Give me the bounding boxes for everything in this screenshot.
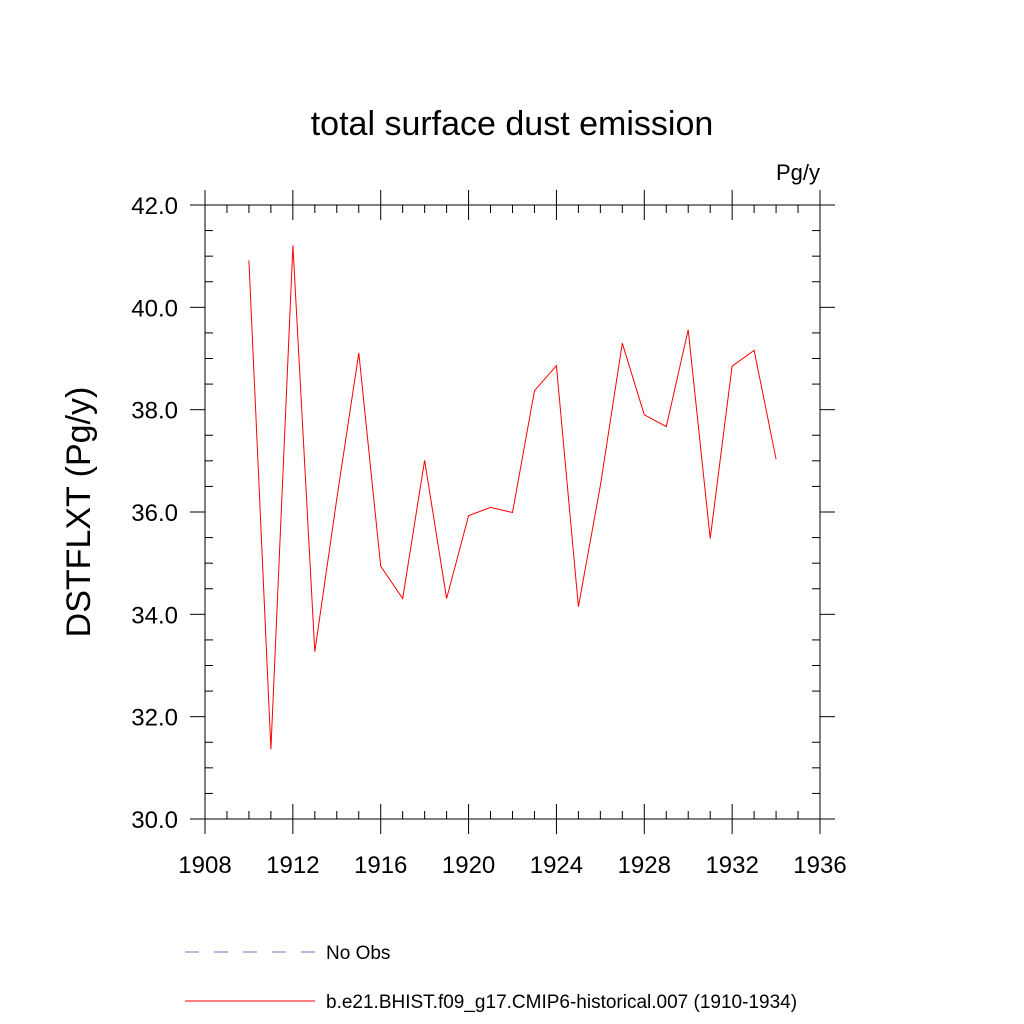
y-tick-label: 32.0: [131, 705, 178, 732]
y-tick-label: 42.0: [131, 193, 178, 220]
legend-label: No Obs: [326, 943, 390, 964]
y-tick-label: 34.0: [131, 602, 178, 629]
x-tick-label: 1936: [793, 852, 846, 879]
chart-title: total surface dust emission: [311, 105, 714, 143]
legend: No Obs b.e21.BHIST.f09_g17.CMIP6-historic…: [185, 943, 797, 1013]
tick-labels: 1908 1912 1916 1920 1924 1928 1932 1936 30.0 32.0…: [131, 193, 846, 879]
x-tick-label: 1908: [178, 852, 231, 879]
x-tick-label: 1916: [354, 852, 407, 879]
series-line: [248, 245, 777, 750]
y-axis-label: DSTFLXT (Pg/y): [60, 387, 98, 638]
y-tick-label: 40.0: [131, 295, 178, 322]
x-tick-label: 1912: [266, 852, 319, 879]
x-tick-label: 1932: [705, 852, 758, 879]
legend-label: b.e21.BHIST.f09_g17.CMIP6-historical.007…: [326, 992, 797, 1013]
x-tick-label: 1924: [530, 852, 583, 879]
axis-ticks: [190, 190, 835, 834]
y-tick-label: 38.0: [131, 398, 178, 425]
x-tick-label: 1920: [442, 852, 495, 879]
units-label: Pg/y: [776, 160, 820, 185]
y-tick-label: 36.0: [131, 500, 178, 527]
x-tick-label: 1928: [618, 852, 671, 879]
y-tick-label: 30.0: [131, 807, 178, 834]
series-layer: [248, 245, 777, 750]
